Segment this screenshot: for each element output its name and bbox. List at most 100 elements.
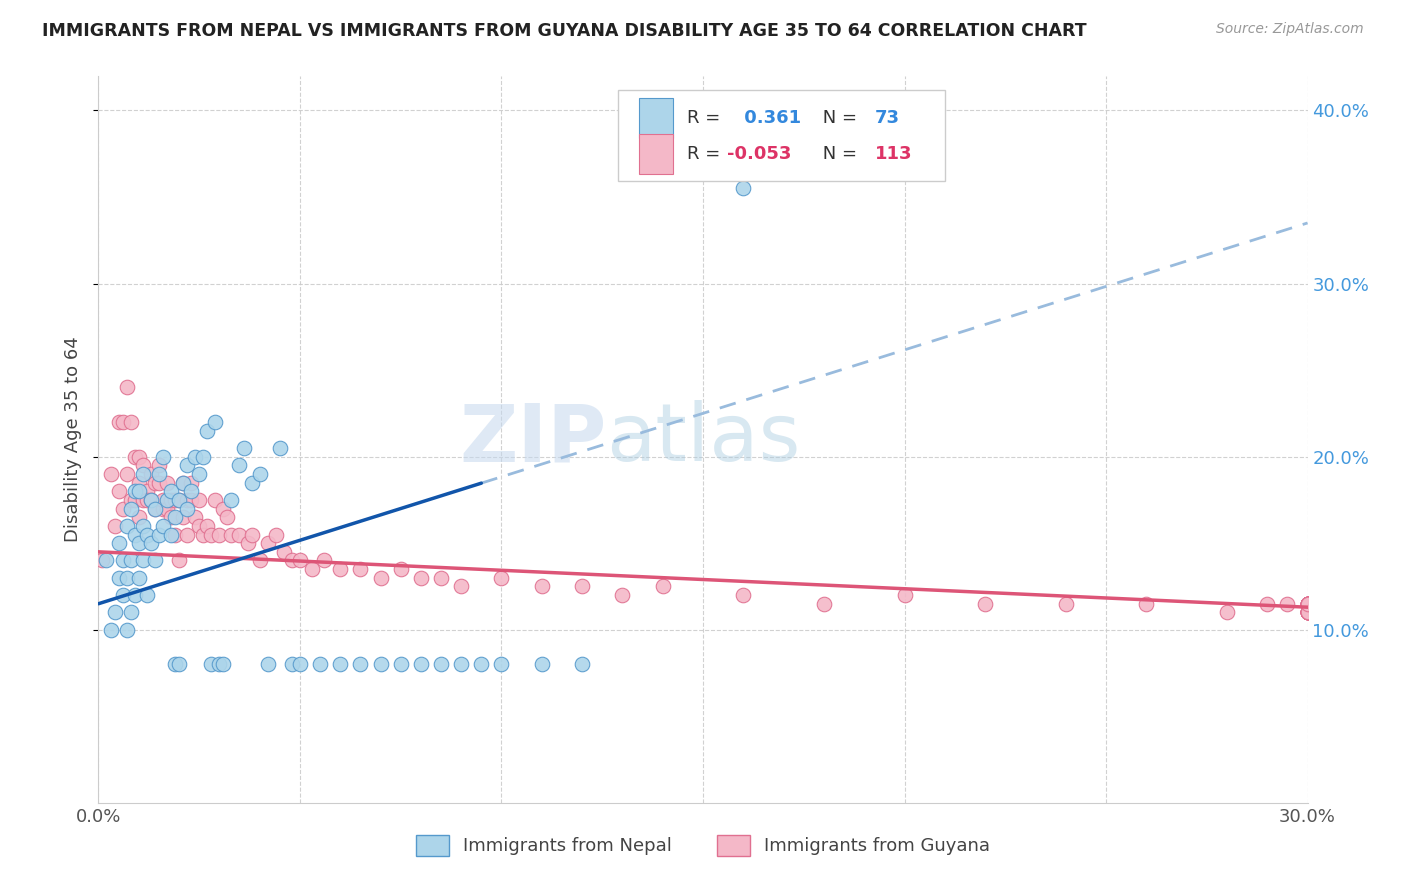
Point — [651, 579, 673, 593]
Point — [1296, 597, 1319, 611]
Point — [163, 492, 186, 507]
Point — [100, 467, 122, 481]
Point — [107, 415, 129, 429]
Point — [309, 657, 332, 672]
Point — [249, 467, 271, 481]
Point — [132, 553, 155, 567]
Point — [120, 501, 142, 516]
Point — [430, 657, 453, 672]
Point — [172, 510, 194, 524]
Point — [1296, 597, 1319, 611]
Point — [1296, 606, 1319, 620]
Point — [1296, 597, 1319, 611]
Point — [132, 467, 155, 481]
Point — [1296, 606, 1319, 620]
Point — [143, 501, 166, 516]
Point — [124, 450, 146, 464]
Point — [212, 657, 235, 672]
Point — [135, 492, 157, 507]
Point — [132, 458, 155, 473]
Point — [124, 588, 146, 602]
Point — [974, 597, 997, 611]
Point — [236, 536, 259, 550]
Point — [249, 553, 271, 567]
Point — [188, 519, 211, 533]
Text: 0.361: 0.361 — [738, 109, 801, 127]
Point — [329, 657, 352, 672]
Point — [156, 492, 179, 507]
Point — [115, 467, 138, 481]
Point — [733, 588, 755, 602]
Point — [128, 536, 150, 550]
Point — [1296, 597, 1319, 611]
Point — [128, 571, 150, 585]
Point — [139, 492, 162, 507]
Point — [571, 579, 593, 593]
Point — [1277, 597, 1299, 611]
Y-axis label: Disability Age 35 to 64: Disability Age 35 to 64 — [65, 336, 83, 542]
Point — [124, 527, 146, 541]
Point — [107, 571, 129, 585]
Point — [180, 475, 202, 490]
Point — [1296, 606, 1319, 620]
Point — [240, 527, 263, 541]
Point — [124, 492, 146, 507]
Point — [1256, 597, 1278, 611]
Point — [571, 657, 593, 672]
Point — [1296, 597, 1319, 611]
Point — [152, 501, 174, 516]
Point — [450, 579, 472, 593]
Point — [195, 424, 218, 438]
Point — [370, 571, 392, 585]
Point — [1296, 606, 1319, 620]
Point — [1135, 597, 1157, 611]
Point — [1296, 597, 1319, 611]
Point — [184, 450, 207, 464]
Point — [160, 510, 183, 524]
Point — [115, 623, 138, 637]
Point — [893, 588, 915, 602]
Point — [160, 484, 183, 499]
Point — [180, 492, 202, 507]
Point — [143, 501, 166, 516]
Point — [314, 553, 336, 567]
Point — [103, 519, 125, 533]
Point — [167, 553, 190, 567]
Point — [1216, 606, 1239, 620]
Point — [103, 606, 125, 620]
Point — [240, 475, 263, 490]
Point — [208, 527, 231, 541]
Point — [124, 484, 146, 499]
Point — [139, 492, 162, 507]
Point — [264, 527, 287, 541]
Point — [148, 467, 170, 481]
Point — [329, 562, 352, 576]
Point — [1296, 597, 1319, 611]
Point — [176, 458, 198, 473]
Point — [152, 450, 174, 464]
Point — [1296, 597, 1319, 611]
Point — [256, 657, 278, 672]
Point — [470, 657, 492, 672]
Point — [132, 492, 155, 507]
Point — [152, 519, 174, 533]
Point — [288, 657, 311, 672]
FancyBboxPatch shape — [619, 90, 945, 181]
Point — [115, 380, 138, 394]
Point — [120, 492, 142, 507]
Point — [1296, 606, 1319, 620]
Point — [120, 415, 142, 429]
Point — [160, 527, 183, 541]
Point — [733, 181, 755, 195]
Point — [200, 527, 222, 541]
Text: IMMIGRANTS FROM NEPAL VS IMMIGRANTS FROM GUYANA DISABILITY AGE 35 TO 64 CORRELAT: IMMIGRANTS FROM NEPAL VS IMMIGRANTS FROM… — [42, 22, 1087, 40]
Point — [1296, 606, 1319, 620]
Point — [167, 657, 190, 672]
Point — [221, 492, 243, 507]
Point — [1296, 597, 1319, 611]
Point — [143, 553, 166, 567]
Point — [281, 657, 304, 672]
Point — [156, 501, 179, 516]
Text: Source: ZipAtlas.com: Source: ZipAtlas.com — [1216, 22, 1364, 37]
Point — [139, 536, 162, 550]
